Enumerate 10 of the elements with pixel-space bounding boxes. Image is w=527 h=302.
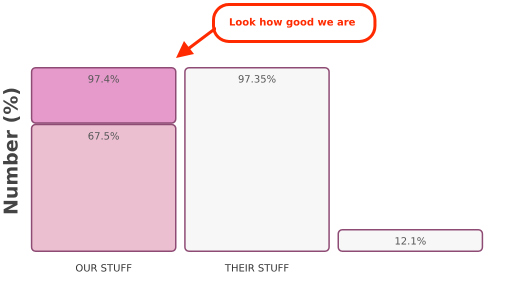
data-label: 12.1% — [394, 236, 426, 248]
x-tick-label: THEIR STUFF — [224, 264, 290, 274]
x-tick-label: OUR STUFF — [75, 264, 132, 274]
total-label: 97.4% — [88, 74, 120, 86]
y-axis-title: Number (%) — [0, 86, 22, 216]
text: Look how good we are — [229, 18, 356, 28]
bar — [338, 229, 484, 252]
data-label: 97.35% — [238, 74, 276, 86]
data-label: 67.5% — [88, 131, 120, 142]
bar — [184, 67, 330, 252]
